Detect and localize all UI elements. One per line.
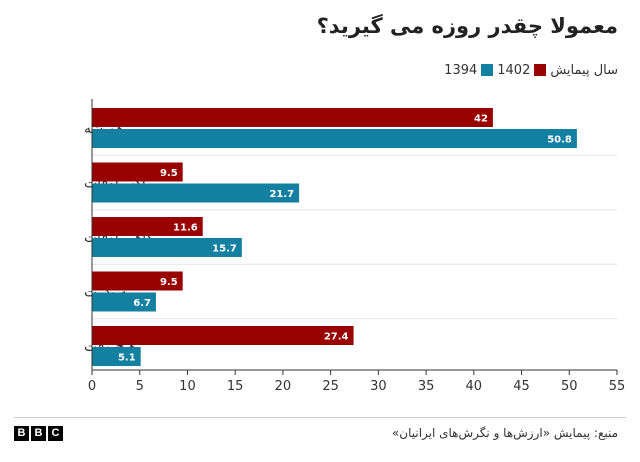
data-label: 9.5	[160, 168, 178, 179]
legend-swatch-1402	[534, 64, 547, 76]
data-label: 42	[474, 114, 488, 125]
bar	[92, 347, 141, 366]
x-tick-label: 5	[136, 379, 144, 394]
bar	[92, 162, 183, 182]
data-label: 15.7	[212, 244, 237, 255]
legend-title: سال پیمایش	[550, 62, 618, 78]
x-tick-label: 25	[322, 379, 339, 394]
bar	[92, 292, 156, 312]
x-tick-label: 35	[418, 379, 435, 394]
legend-label-1402: 1402	[497, 62, 531, 78]
bbc-logo-letter: B	[14, 426, 29, 441]
bbc-logo-letter: B	[31, 426, 46, 441]
footer-divider	[14, 417, 626, 418]
x-tick-label: 0	[88, 379, 96, 394]
bbc-logo: B B C	[14, 426, 63, 441]
legend-item-1402: 1402	[497, 62, 547, 78]
bar	[92, 183, 300, 203]
data-label: 11.6	[173, 223, 198, 234]
data-label: 27.4	[324, 332, 349, 343]
data-label: 6.7	[133, 298, 151, 309]
data-label: 21.7	[269, 189, 294, 200]
legend: سال پیمایش 1402 1394	[440, 61, 618, 79]
x-tick-label: 30	[370, 379, 387, 394]
x-tick-label: 15	[227, 379, 244, 394]
x-tick-label: 50	[561, 379, 578, 394]
bbc-logo-letter: C	[48, 426, 63, 441]
chart-title: معمولا چقدر روزه می گیرید؟	[316, 14, 618, 38]
data-label: 5.1	[118, 353, 136, 364]
x-tick-label: 20	[275, 379, 292, 394]
x-tick-label: 40	[466, 379, 483, 394]
bar	[92, 129, 577, 148]
x-tick-label: 45	[513, 379, 530, 394]
legend-label-1394: 1394	[444, 62, 478, 78]
x-tick-label: 10	[179, 379, 196, 394]
bar	[92, 238, 242, 257]
bar	[92, 217, 203, 236]
data-label: 9.5	[160, 277, 178, 288]
bar	[92, 271, 183, 291]
bar	[92, 108, 493, 127]
legend-item-1394: 1394	[444, 62, 494, 78]
x-tick-label: 55	[609, 379, 626, 394]
legend-swatch-1394	[481, 64, 494, 76]
source-note: منبع: پیمایش «ارزش‌ها و نگرش‌های ایرانیا…	[391, 426, 618, 440]
data-label: 50.8	[547, 135, 572, 146]
bar	[92, 326, 354, 345]
